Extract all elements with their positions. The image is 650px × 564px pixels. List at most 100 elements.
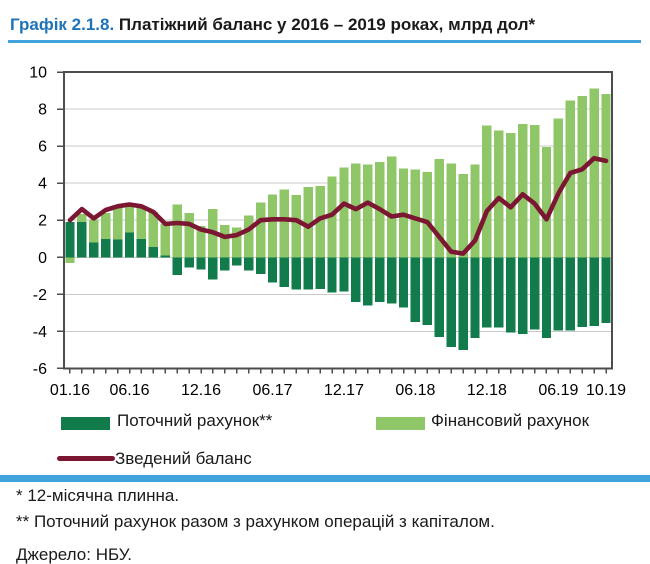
- y-tick-label: -2: [33, 287, 47, 304]
- chart-number: Графік 2.1.8.: [10, 15, 115, 34]
- bar-current-06.18: [410, 257, 421, 323]
- bars-financial-account: [65, 88, 611, 263]
- bar-current-07.19: [565, 257, 576, 331]
- bar-financial-10.19: [601, 94, 611, 258]
- y-tick-label: 0: [38, 250, 47, 267]
- bar-current-02.17: [220, 257, 230, 271]
- bar-financial-07.17: [279, 189, 290, 258]
- y-axis-labels: 10 8 6 4 2 0 -2 -4 -6: [29, 65, 47, 378]
- bar-financial-09.17: [303, 186, 313, 258]
- chart-title: Графік 2.1.8. Платіжний баланс у 2016 – …: [10, 15, 535, 35]
- x-tick-label: 12.16: [181, 382, 221, 399]
- footnote-rolling: * 12-місячна плинна.: [16, 486, 180, 505]
- bar-financial-05.17: [255, 202, 266, 258]
- bar-financial-08.16: [148, 211, 159, 248]
- footnote-current-account: ** Поточний рахунок разом з рахунком опе…: [16, 512, 495, 531]
- bar-current-05.19: [541, 257, 552, 338]
- y-tick-label: 8: [38, 102, 47, 119]
- x-tick-label: 10.19: [586, 382, 626, 399]
- consolidated-balance-line: [67, 155, 609, 256]
- bar-financial-05.16: [112, 206, 123, 240]
- bar-current-07.16: [136, 238, 147, 258]
- bar-financial-06.18: [410, 169, 421, 258]
- bar-financial-10.18: [458, 173, 468, 258]
- bar-financial-09.18: [446, 163, 456, 258]
- bar-current-07.18: [422, 257, 433, 325]
- bar-current-04.17: [243, 257, 254, 271]
- legend-swatch-consolidated-balance-line: [57, 456, 115, 461]
- bar-financial-05.19: [541, 147, 552, 258]
- bar-current-07.17: [279, 257, 290, 287]
- x-tick-label: 06.16: [109, 382, 149, 399]
- bar-current-10.17: [315, 257, 325, 289]
- chart-title-text: Платіжний баланс у 2016 – 2019 роках, мл…: [114, 15, 536, 34]
- bar-financial-08.19: [577, 96, 587, 258]
- bar-financial-12.17: [339, 167, 349, 258]
- bar-financial-11.16: [184, 212, 194, 258]
- bar-current-06.19: [553, 257, 564, 331]
- bar-current-05.18: [398, 257, 409, 308]
- bar-financial-11.18: [470, 164, 480, 258]
- bar-financial-02.18: [363, 164, 373, 258]
- bar-current-03.17: [232, 257, 242, 266]
- bar-financial-04.19: [529, 124, 540, 258]
- bars-current-account: [65, 222, 611, 350]
- x-axis-ticks: [69, 368, 607, 374]
- bar-financial-06.19: [553, 118, 564, 258]
- bar-current-02.16: [77, 222, 87, 258]
- bar-current-12.17: [339, 257, 349, 292]
- bar-financial-09.19: [589, 88, 599, 258]
- bar-current-11.18: [470, 257, 480, 338]
- bar-financial-10.17: [315, 185, 325, 258]
- bar-financial-02.17: [220, 224, 230, 258]
- bar-financial-08.18: [434, 159, 444, 258]
- y-tick-label: 6: [38, 139, 47, 156]
- bar-current-01.19: [494, 257, 504, 328]
- bar-financial-07.19: [565, 100, 576, 258]
- bar-financial-02.19: [506, 133, 516, 258]
- bar-current-04.16: [100, 238, 111, 258]
- bar-financial-02.16: [77, 213, 87, 223]
- bar-current-03.18: [374, 257, 385, 302]
- legend-swatch-financial-account: [376, 417, 425, 430]
- bar-current-12.18: [482, 257, 492, 328]
- bar-current-04.19: [529, 257, 540, 330]
- bar-financial-07.16: [136, 206, 147, 239]
- y-tick-label: 10: [29, 65, 47, 82]
- y-axis-ticks: [57, 71, 63, 370]
- bar-current-10.19: [601, 257, 611, 324]
- bar-financial-08.17: [291, 195, 302, 258]
- y-tick-label: 2: [38, 213, 47, 230]
- bottom-separator-rule: [0, 475, 650, 482]
- bar-current-08.18: [434, 257, 444, 337]
- bar-financial-03.16: [89, 219, 99, 243]
- bar-financial-01.16: [65, 257, 75, 263]
- bar-current-02.19: [506, 257, 516, 333]
- bar-current-01.18: [351, 257, 361, 302]
- legend-label-financial-account: Фінансовий рахунок: [431, 411, 590, 430]
- bar-current-09.16: [160, 255, 170, 258]
- x-tick-label: 06.19: [538, 382, 578, 399]
- bar-financial-03.19: [517, 123, 528, 258]
- bar-financial-12.18: [482, 125, 492, 258]
- bar-financial-12.16: [196, 225, 206, 258]
- bar-current-09.18: [446, 257, 456, 348]
- gridlines: [65, 108, 611, 332]
- bar-financial-07.18: [422, 172, 433, 258]
- bar-current-10.16: [172, 257, 182, 275]
- bar-current-08.17: [291, 257, 302, 290]
- y-tick-label: 4: [38, 176, 47, 193]
- bar-financial-06.16: [124, 204, 135, 233]
- title-underline-rule: [8, 40, 641, 43]
- legend-swatch-current-account: [61, 417, 110, 430]
- bar-current-11.16: [184, 257, 194, 268]
- bar-financial-03.17: [232, 227, 242, 258]
- bar-current-08.16: [148, 247, 159, 258]
- bar-current-03.19: [517, 257, 528, 335]
- bar-current-09.19: [589, 257, 599, 326]
- bar-current-06.16: [124, 232, 135, 258]
- bar-current-01.16: [65, 222, 75, 258]
- x-tick-label: 01.16: [50, 382, 90, 399]
- bar-financial-06.17: [267, 194, 278, 258]
